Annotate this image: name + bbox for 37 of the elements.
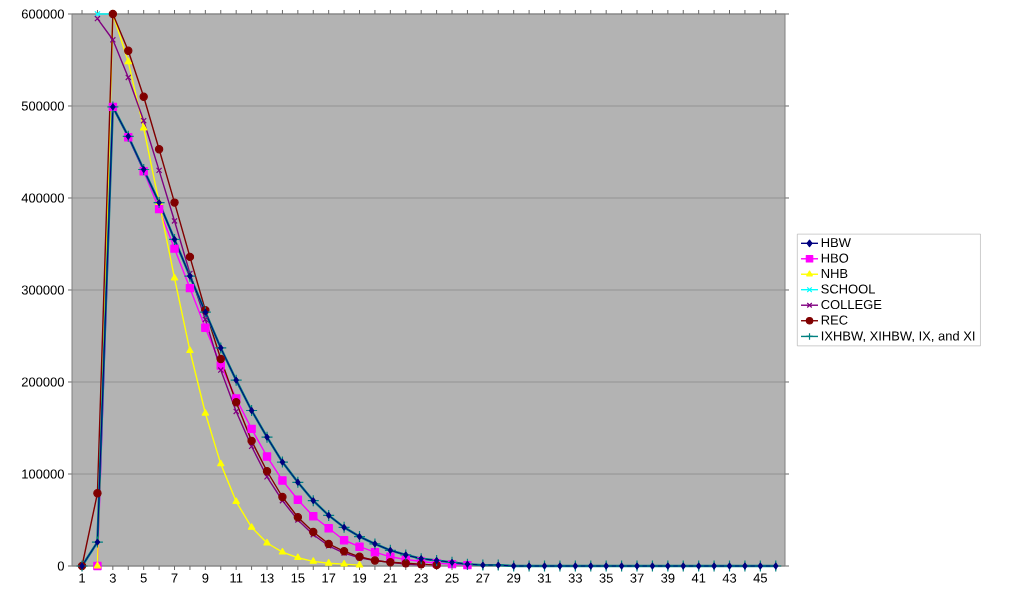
x-tick-label: 15 (291, 573, 305, 583)
legend-label: REC (821, 315, 848, 325)
x-tick-label: 31 (537, 573, 552, 583)
legend-label: HBW (821, 238, 851, 248)
legend-label: IXHBW, XIHBW, IX, and XI (821, 330, 975, 343)
x-tick-label: 39 (661, 573, 675, 583)
x-tick-label: 35 (599, 573, 613, 583)
y-tick-label: 100000 (22, 469, 64, 479)
legend-label: NHB (821, 269, 848, 278)
x-tick-label: 5 (140, 573, 147, 583)
x-tick-label: 29 (507, 573, 521, 583)
x-tick-label: 33 (568, 573, 582, 583)
y-tick-label: 300000 (21, 285, 64, 295)
legend-label: SCHOOL (821, 284, 875, 294)
x-tick-label: 23 (414, 573, 428, 583)
x-tick-label: 3 (109, 573, 116, 583)
x-tick-label: 21 (383, 573, 397, 583)
x-tick-label: 19 (353, 573, 367, 583)
x-tick-label: 13 (260, 573, 274, 583)
x-tick-label: 41 (691, 573, 706, 583)
x-tick-label: 17 (322, 573, 336, 583)
x-tick-label: 37 (630, 573, 644, 583)
y-tick-label: 500000 (21, 101, 64, 111)
x-tick-label: 25 (445, 573, 459, 583)
x-tick-label: 11 (230, 573, 243, 583)
x-tick-label: 45 (753, 573, 767, 583)
y-tick-label: 200000 (21, 377, 64, 387)
legend-label: HBO (821, 253, 849, 263)
y-tick-label: 400000 (21, 193, 64, 203)
y-tick-label: 600000 (21, 9, 64, 19)
x-tick-label: 27 (476, 573, 490, 583)
x-tick-label: 1 (79, 573, 85, 583)
x-tick-label: 9 (202, 573, 209, 583)
y-tick-label: 0 (57, 561, 64, 571)
x-tick-label: 7 (171, 573, 178, 583)
x-tick-label: 43 (722, 573, 737, 583)
legend-label: COLLEGE (821, 299, 882, 310)
